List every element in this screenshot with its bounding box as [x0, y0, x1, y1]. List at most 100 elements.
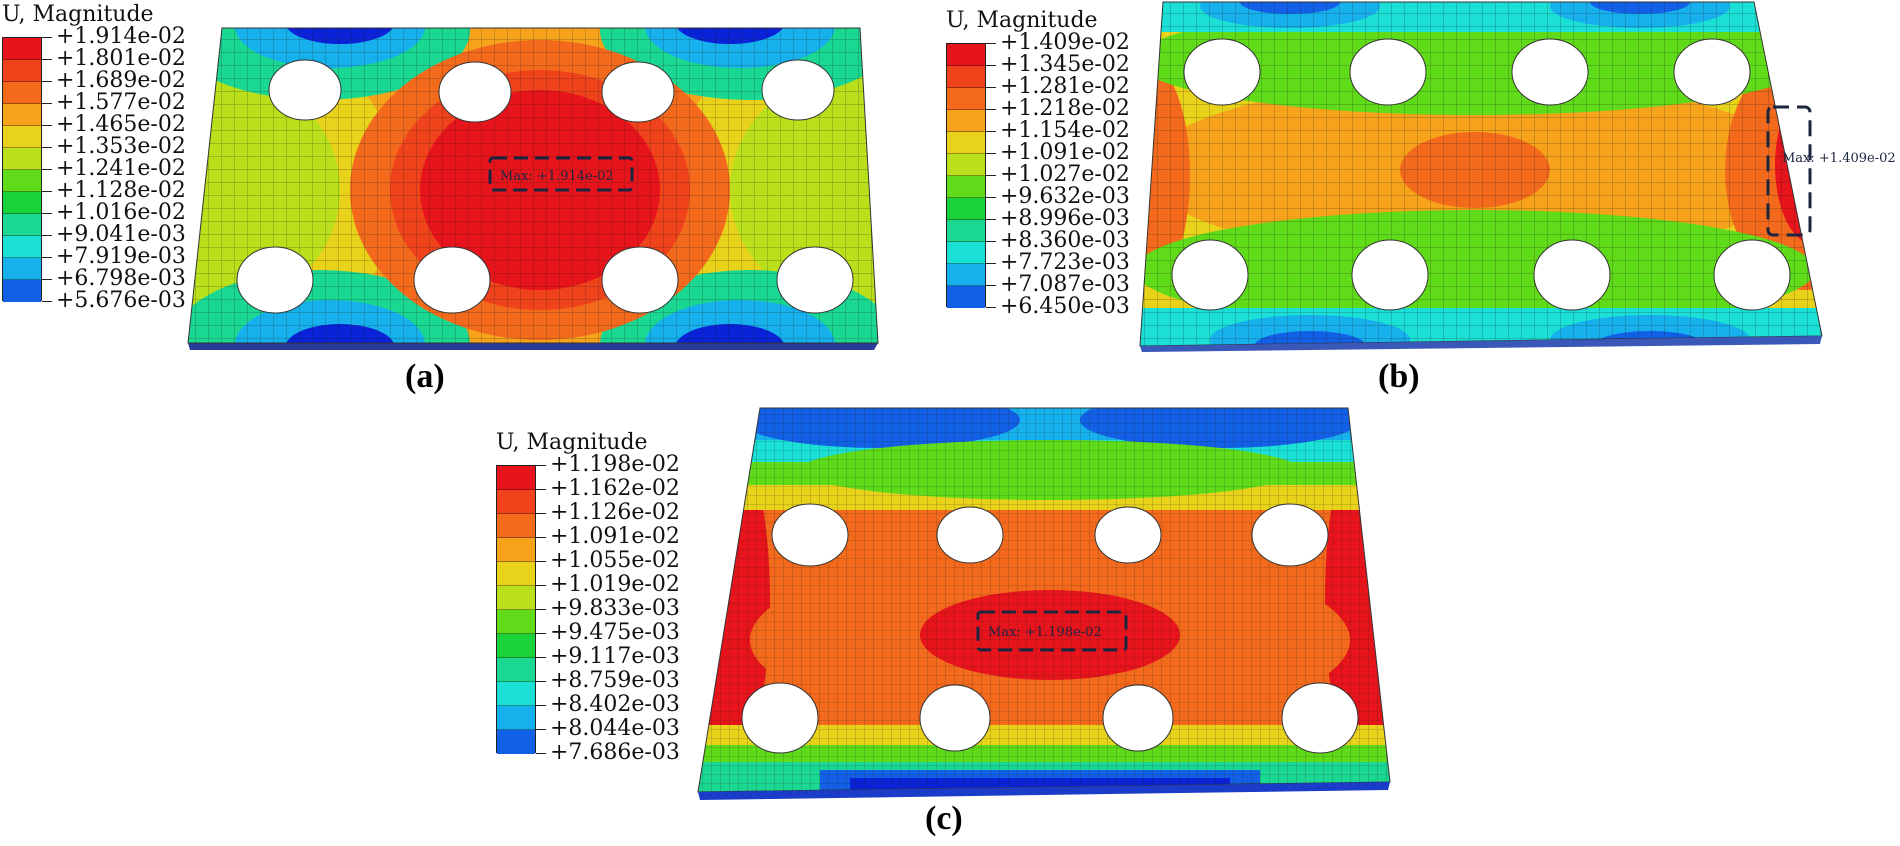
colorbar-band	[947, 286, 985, 308]
colorbar-band	[947, 242, 985, 264]
legend-body: +1.914e-02 +1.801e-02 +1.689e-02 +1.577e-02…	[2, 26, 186, 313]
colorbar-band	[947, 44, 985, 66]
colorbar-level-label: +1.091e-02	[550, 524, 680, 549]
colorbar-level-label: +1.126e-02	[550, 500, 680, 525]
colorbar-level-label: +1.027e-02	[1000, 162, 1130, 187]
colorbar-tick	[42, 147, 52, 148]
legend-title: U, Magnitude	[946, 8, 1098, 33]
colorbar-tick	[42, 37, 52, 38]
colorbar-level-label: +9.833e-03	[550, 596, 680, 621]
colorbar-tick	[536, 561, 546, 562]
plate-a: Max: +1.914e-02	[187, 27, 879, 350]
colorbar-band	[497, 514, 535, 538]
colorbar-level-label: +1.154e-02	[1000, 118, 1130, 143]
colorbar-band	[3, 214, 41, 236]
legend-body: +1.198e-02 +1.162e-02 +1.126e-02 +1.091e-02…	[496, 454, 680, 765]
colorbar-level-label: +9.632e-03	[1000, 184, 1130, 209]
max-label-a: Max: +1.914e-02	[500, 169, 614, 184]
colorbar-level-label: +1.409e-02	[1000, 30, 1130, 55]
colorbar-band	[3, 126, 41, 148]
colorbar-tick	[986, 241, 996, 242]
colorbar-band	[497, 730, 535, 754]
colorbar-tick	[42, 59, 52, 60]
legend-title: U, Magnitude	[2, 2, 154, 27]
colorbar-level-label: +8.360e-03	[1000, 228, 1130, 253]
colorbar-tick	[536, 657, 546, 658]
colorbar-level-label: +8.044e-03	[550, 716, 680, 741]
colorbar-tick	[42, 279, 52, 280]
colorbar-tick	[536, 489, 546, 490]
colorbar-tick	[536, 585, 546, 586]
colorbar-tick	[986, 197, 996, 198]
colorbar-band	[3, 192, 41, 214]
colorbar-band	[497, 466, 535, 490]
colorbar-band	[3, 60, 41, 82]
colorbar-band	[3, 82, 41, 104]
colorbar-tick	[536, 753, 546, 754]
max-label-c: Max: +1.198e-02	[988, 625, 1102, 640]
colorbar-tick	[42, 103, 52, 104]
legend-c: U, Magnitude +1.198e-02 +1.162e-02 +1.126e…	[496, 430, 680, 765]
colorbar-band	[947, 154, 985, 176]
colorbar-tick	[42, 301, 52, 302]
colorbar-tick	[986, 175, 996, 176]
colorbar-band	[3, 148, 41, 170]
colorbar	[496, 465, 536, 754]
colorbar-band	[497, 562, 535, 586]
plate-c: Max: +1.198e-02	[697, 407, 1391, 800]
colorbar-band	[947, 264, 985, 286]
colorbar-band	[497, 610, 535, 634]
colorbar-level-label: +1.241e-02	[56, 156, 186, 181]
plate-b: Max: +1.409e-02	[1139, 1, 1896, 352]
colorbar-level-label: +9.041e-03	[56, 222, 186, 247]
colorbar-band	[3, 170, 41, 192]
colorbar-level-label: +7.686e-03	[550, 740, 680, 765]
colorbar-band	[497, 490, 535, 514]
caption-c: (c)	[925, 800, 963, 837]
colorbar-tick	[986, 153, 996, 154]
colorbar-level-label: +6.798e-03	[56, 266, 186, 291]
colorbar	[946, 43, 986, 308]
caption-a: (a)	[405, 358, 445, 395]
colorbar-tick	[536, 633, 546, 634]
colorbar-level-label: +1.353e-02	[56, 134, 186, 159]
colorbar-band	[497, 706, 535, 730]
legend-title: U, Magnitude	[496, 430, 648, 455]
colorbar-tick	[986, 65, 996, 66]
colorbar-level-label: +8.402e-03	[550, 692, 680, 717]
colorbar-tick	[536, 609, 546, 610]
colorbar-level-label: +1.055e-02	[550, 548, 680, 573]
colorbar-tick	[986, 219, 996, 220]
colorbar-level-label: +1.281e-02	[1000, 74, 1130, 99]
colorbar-tick	[536, 537, 546, 538]
colorbar-level-label: +1.162e-02	[550, 476, 680, 501]
colorbar-band	[3, 104, 41, 126]
colorbar-tick	[986, 109, 996, 110]
colorbar-band	[947, 176, 985, 198]
colorbar-level-label: +1.198e-02	[550, 452, 680, 477]
colorbar-level-label: +1.465e-02	[56, 112, 186, 137]
colorbar-band	[947, 220, 985, 242]
colorbar-level-label: +6.450e-03	[1000, 294, 1130, 319]
colorbar-level-label: +1.801e-02	[56, 46, 186, 71]
colorbar-tick	[986, 263, 996, 264]
colorbar-band	[3, 38, 41, 60]
colorbar-tick	[536, 729, 546, 730]
legend-a: U, Magnitude +1.914e-02 +1.801e-02 +1.689e…	[2, 2, 186, 313]
colorbar-tick	[536, 513, 546, 514]
colorbar-level-label: +1.345e-02	[1000, 52, 1130, 77]
max-label-b: Max: +1.409e-02	[1782, 151, 1896, 166]
colorbar-level-label: +1.914e-02	[56, 24, 186, 49]
colorbar-tick	[536, 465, 546, 466]
colorbar-tick	[986, 285, 996, 286]
legend-body: +1.409e-02 +1.345e-02 +1.281e-02 +1.218e-02…	[946, 32, 1130, 319]
colorbar-band	[3, 236, 41, 258]
colorbar-tick	[42, 191, 52, 192]
colorbar-band	[947, 88, 985, 110]
colorbar-band	[497, 538, 535, 562]
colorbar-level-label: +8.759e-03	[550, 668, 680, 693]
colorbar-level-label: +1.577e-02	[56, 90, 186, 115]
colorbar-band	[497, 586, 535, 610]
colorbar-level-label: +8.996e-03	[1000, 206, 1130, 231]
caption-b: (b)	[1378, 358, 1420, 395]
